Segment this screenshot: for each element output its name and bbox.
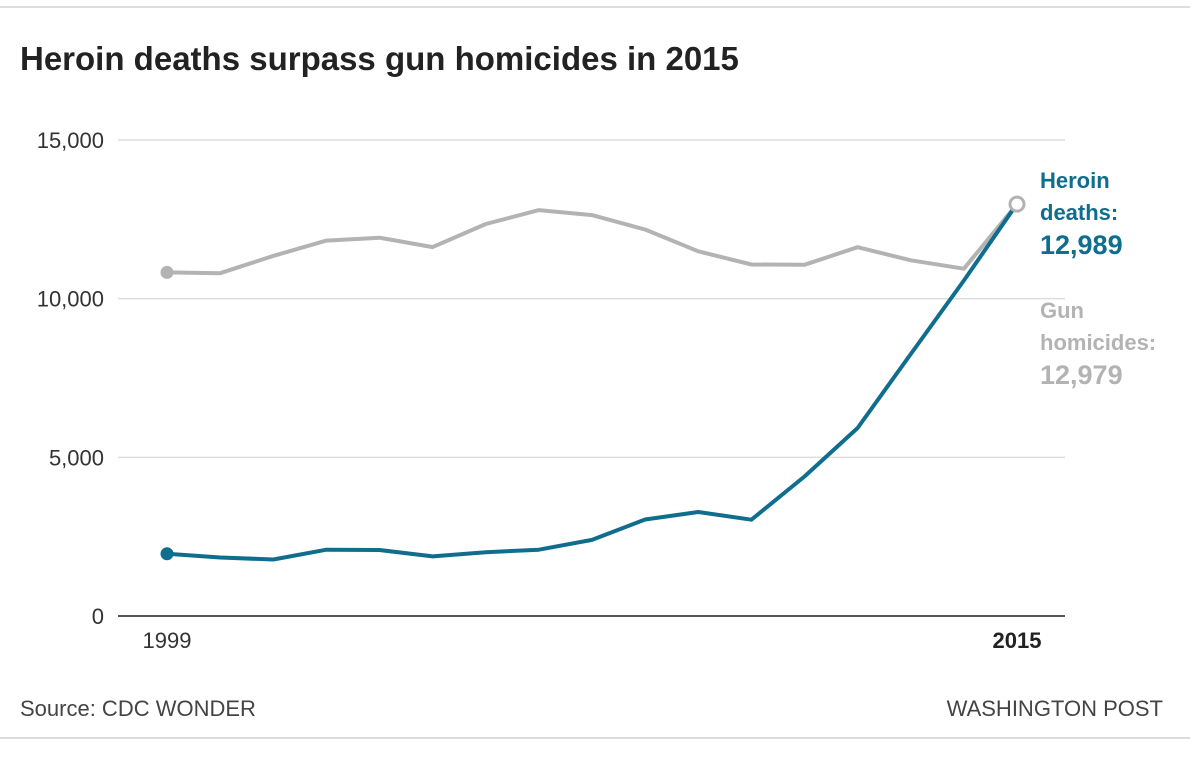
heroin-deaths-label-line: deaths:	[1040, 200, 1118, 225]
y-tick-label: 10,000	[37, 287, 104, 312]
heroin-deaths-label-line: Heroin	[1040, 168, 1110, 193]
gun-homicides-label-value: 12,979	[1040, 360, 1123, 390]
series-labels: Heroin deaths: 12,989 Gun homicides: 12,979	[1040, 168, 1156, 390]
publisher-credit: WASHINGTON POST	[946, 696, 1163, 721]
y-tick-label: 0	[92, 604, 104, 629]
y-tick-label: 15,000	[37, 128, 104, 153]
gun-homicides-line	[165, 202, 1019, 276]
chart-title: Heroin deaths surpass gun homicides in 2…	[20, 40, 739, 77]
y-tick-label: 5,000	[49, 445, 104, 470]
gun-homicides-label-line: Gun	[1040, 298, 1084, 323]
top-rule	[0, 6, 1190, 8]
end-point-marker	[1008, 195, 1026, 213]
x-axis-ticks: 1999 2015	[143, 628, 1042, 653]
heroin-deaths-start-point	[160, 547, 174, 561]
heroin-deaths-label-value: 12,989	[1040, 230, 1123, 260]
bottom-rule	[0, 737, 1190, 739]
x-tick-label: 1999	[143, 628, 192, 653]
heroin-deaths-line	[165, 201, 1019, 562]
gun-homicides-label-line: homicides:	[1040, 330, 1156, 355]
source-note: Source: CDC WONDER	[20, 696, 256, 721]
y-axis-ticks: 0 5,000 10,000 15,000	[37, 128, 104, 629]
series-lines	[160, 195, 1026, 562]
x-tick-label: 2015	[993, 628, 1042, 653]
gun-homicides-start-point	[160, 265, 174, 279]
grid-lines	[118, 139, 1065, 617]
